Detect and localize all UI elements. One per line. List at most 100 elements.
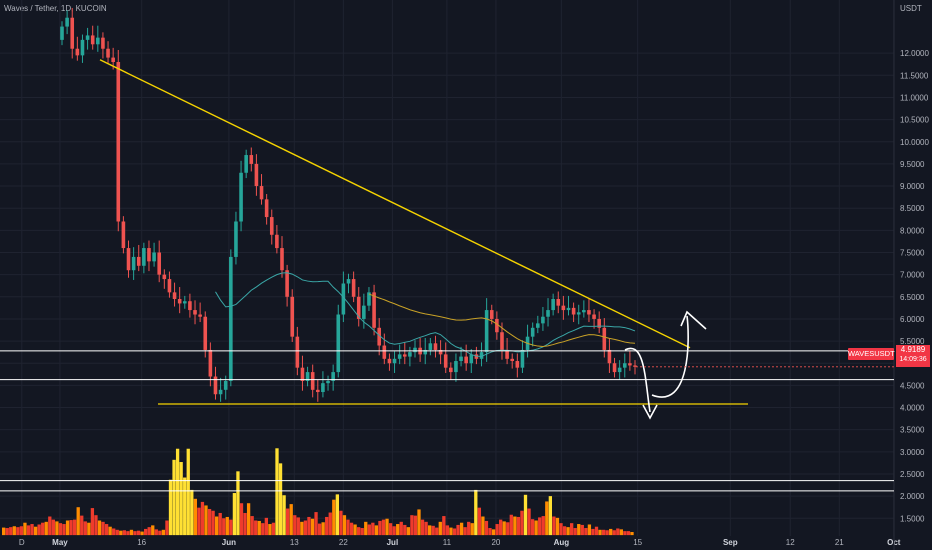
volume-bar: [477, 507, 481, 536]
volume-bar: [232, 493, 237, 536]
candle-body: [428, 343, 433, 350]
candle-body: [520, 349, 525, 368]
candle-body: [566, 307, 571, 311]
candle-body: [479, 352, 484, 359]
candle-body: [546, 310, 550, 317]
candle-body: [423, 349, 428, 355]
volume-bar: [346, 519, 350, 536]
volume-bar: [261, 523, 265, 536]
candle-body: [203, 316, 208, 350]
volume-bar: [495, 524, 499, 536]
volume-bar: [520, 510, 524, 536]
volume-bar: [449, 527, 453, 536]
y-tick-label: 6.0000: [900, 315, 925, 324]
candle-body: [131, 256, 136, 271]
volume-bar: [385, 518, 389, 536]
volume-bar: [90, 508, 95, 536]
volume-bar: [552, 516, 556, 536]
volume-bar: [204, 505, 208, 536]
volume-bar: [136, 530, 141, 536]
volume-bar: [65, 520, 70, 536]
candle-body: [295, 336, 300, 368]
x-tick-label: May: [52, 538, 68, 547]
candle-body: [326, 380, 330, 384]
candle-body: [234, 221, 238, 257]
volume-bar: [239, 503, 244, 536]
volume-bar: [424, 521, 428, 536]
chart-title: Waves / Tether, 1D, KUCOIN: [4, 4, 107, 13]
volume-bar: [207, 508, 212, 536]
descending-trendline: [99, 59, 691, 349]
volume-bar: [158, 530, 162, 536]
volume-bar: [452, 528, 457, 536]
projection-arrow-down: [624, 347, 651, 413]
volume-bar: [278, 463, 283, 536]
candle-body: [193, 310, 197, 315]
candle-body: [530, 327, 535, 337]
volume-bar: [119, 530, 123, 536]
candle-body: [285, 270, 289, 297]
volume-bar: [406, 527, 410, 536]
candle-body: [157, 252, 162, 275]
volume-bar: [62, 524, 66, 536]
bar-countdown: 14:09:36: [899, 356, 927, 363]
volume-bar: [484, 520, 489, 536]
volume-bar: [33, 526, 38, 536]
volume-bar: [470, 523, 474, 536]
volume-bar: [30, 524, 34, 536]
volume-bar: [275, 448, 279, 536]
volume-bar: [516, 516, 521, 536]
volume-bar: [534, 520, 538, 536]
volume-bar: [48, 516, 52, 536]
volume-bar: [115, 529, 119, 536]
candle-body: [484, 310, 489, 353]
volume-bar: [371, 522, 375, 536]
y-tick-label: 10.5000: [900, 116, 929, 125]
symbol-badge: WAVESUSDT: [848, 348, 895, 360]
volume-bar: [349, 522, 354, 536]
volume-bar: [459, 522, 464, 536]
volume-bar: [328, 512, 332, 536]
volume-bar: [474, 489, 478, 536]
candle-body: [60, 26, 64, 40]
volume-bar: [626, 531, 631, 536]
candle-body: [152, 252, 156, 262]
candle-body: [438, 349, 443, 355]
candle-body: [633, 365, 637, 367]
volume-bar: [445, 525, 450, 536]
candle-body: [392, 358, 397, 364]
x-tick-label: 13: [290, 538, 299, 547]
candle-body: [408, 352, 412, 357]
volume-bar: [101, 521, 105, 536]
volume-bar: [41, 522, 45, 536]
x-tick-label: 22: [339, 538, 348, 547]
volume-bar: [530, 519, 535, 536]
volume-bar: [591, 528, 595, 536]
candle-body: [310, 372, 315, 390]
volume-bar: [218, 512, 222, 536]
volume-bar: [342, 515, 347, 536]
y-tick-label: 11.0000: [900, 93, 929, 102]
volume-bar: [197, 507, 201, 536]
volume-bar: [271, 522, 276, 536]
candle-body: [489, 310, 494, 319]
sma-gold-line: [368, 293, 636, 347]
candle-body: [551, 299, 555, 311]
volume-bar: [83, 521, 87, 536]
volume-bar: [577, 524, 581, 536]
candle-body: [510, 358, 515, 362]
volume-bar: [616, 528, 620, 536]
y-tick-label: 3.0000: [900, 448, 925, 457]
volume-bar: [19, 526, 24, 536]
volume-bar: [289, 504, 293, 536]
volume-bar: [548, 496, 552, 536]
candle-body: [535, 323, 540, 328]
volume-bar: [175, 448, 180, 536]
y-tick-label: 7.5000: [900, 248, 925, 257]
candle-body: [70, 17, 75, 49]
volume-bar: [211, 510, 215, 536]
candle-body: [541, 316, 545, 324]
volume-bar: [165, 520, 169, 536]
volume-bar: [367, 524, 371, 536]
